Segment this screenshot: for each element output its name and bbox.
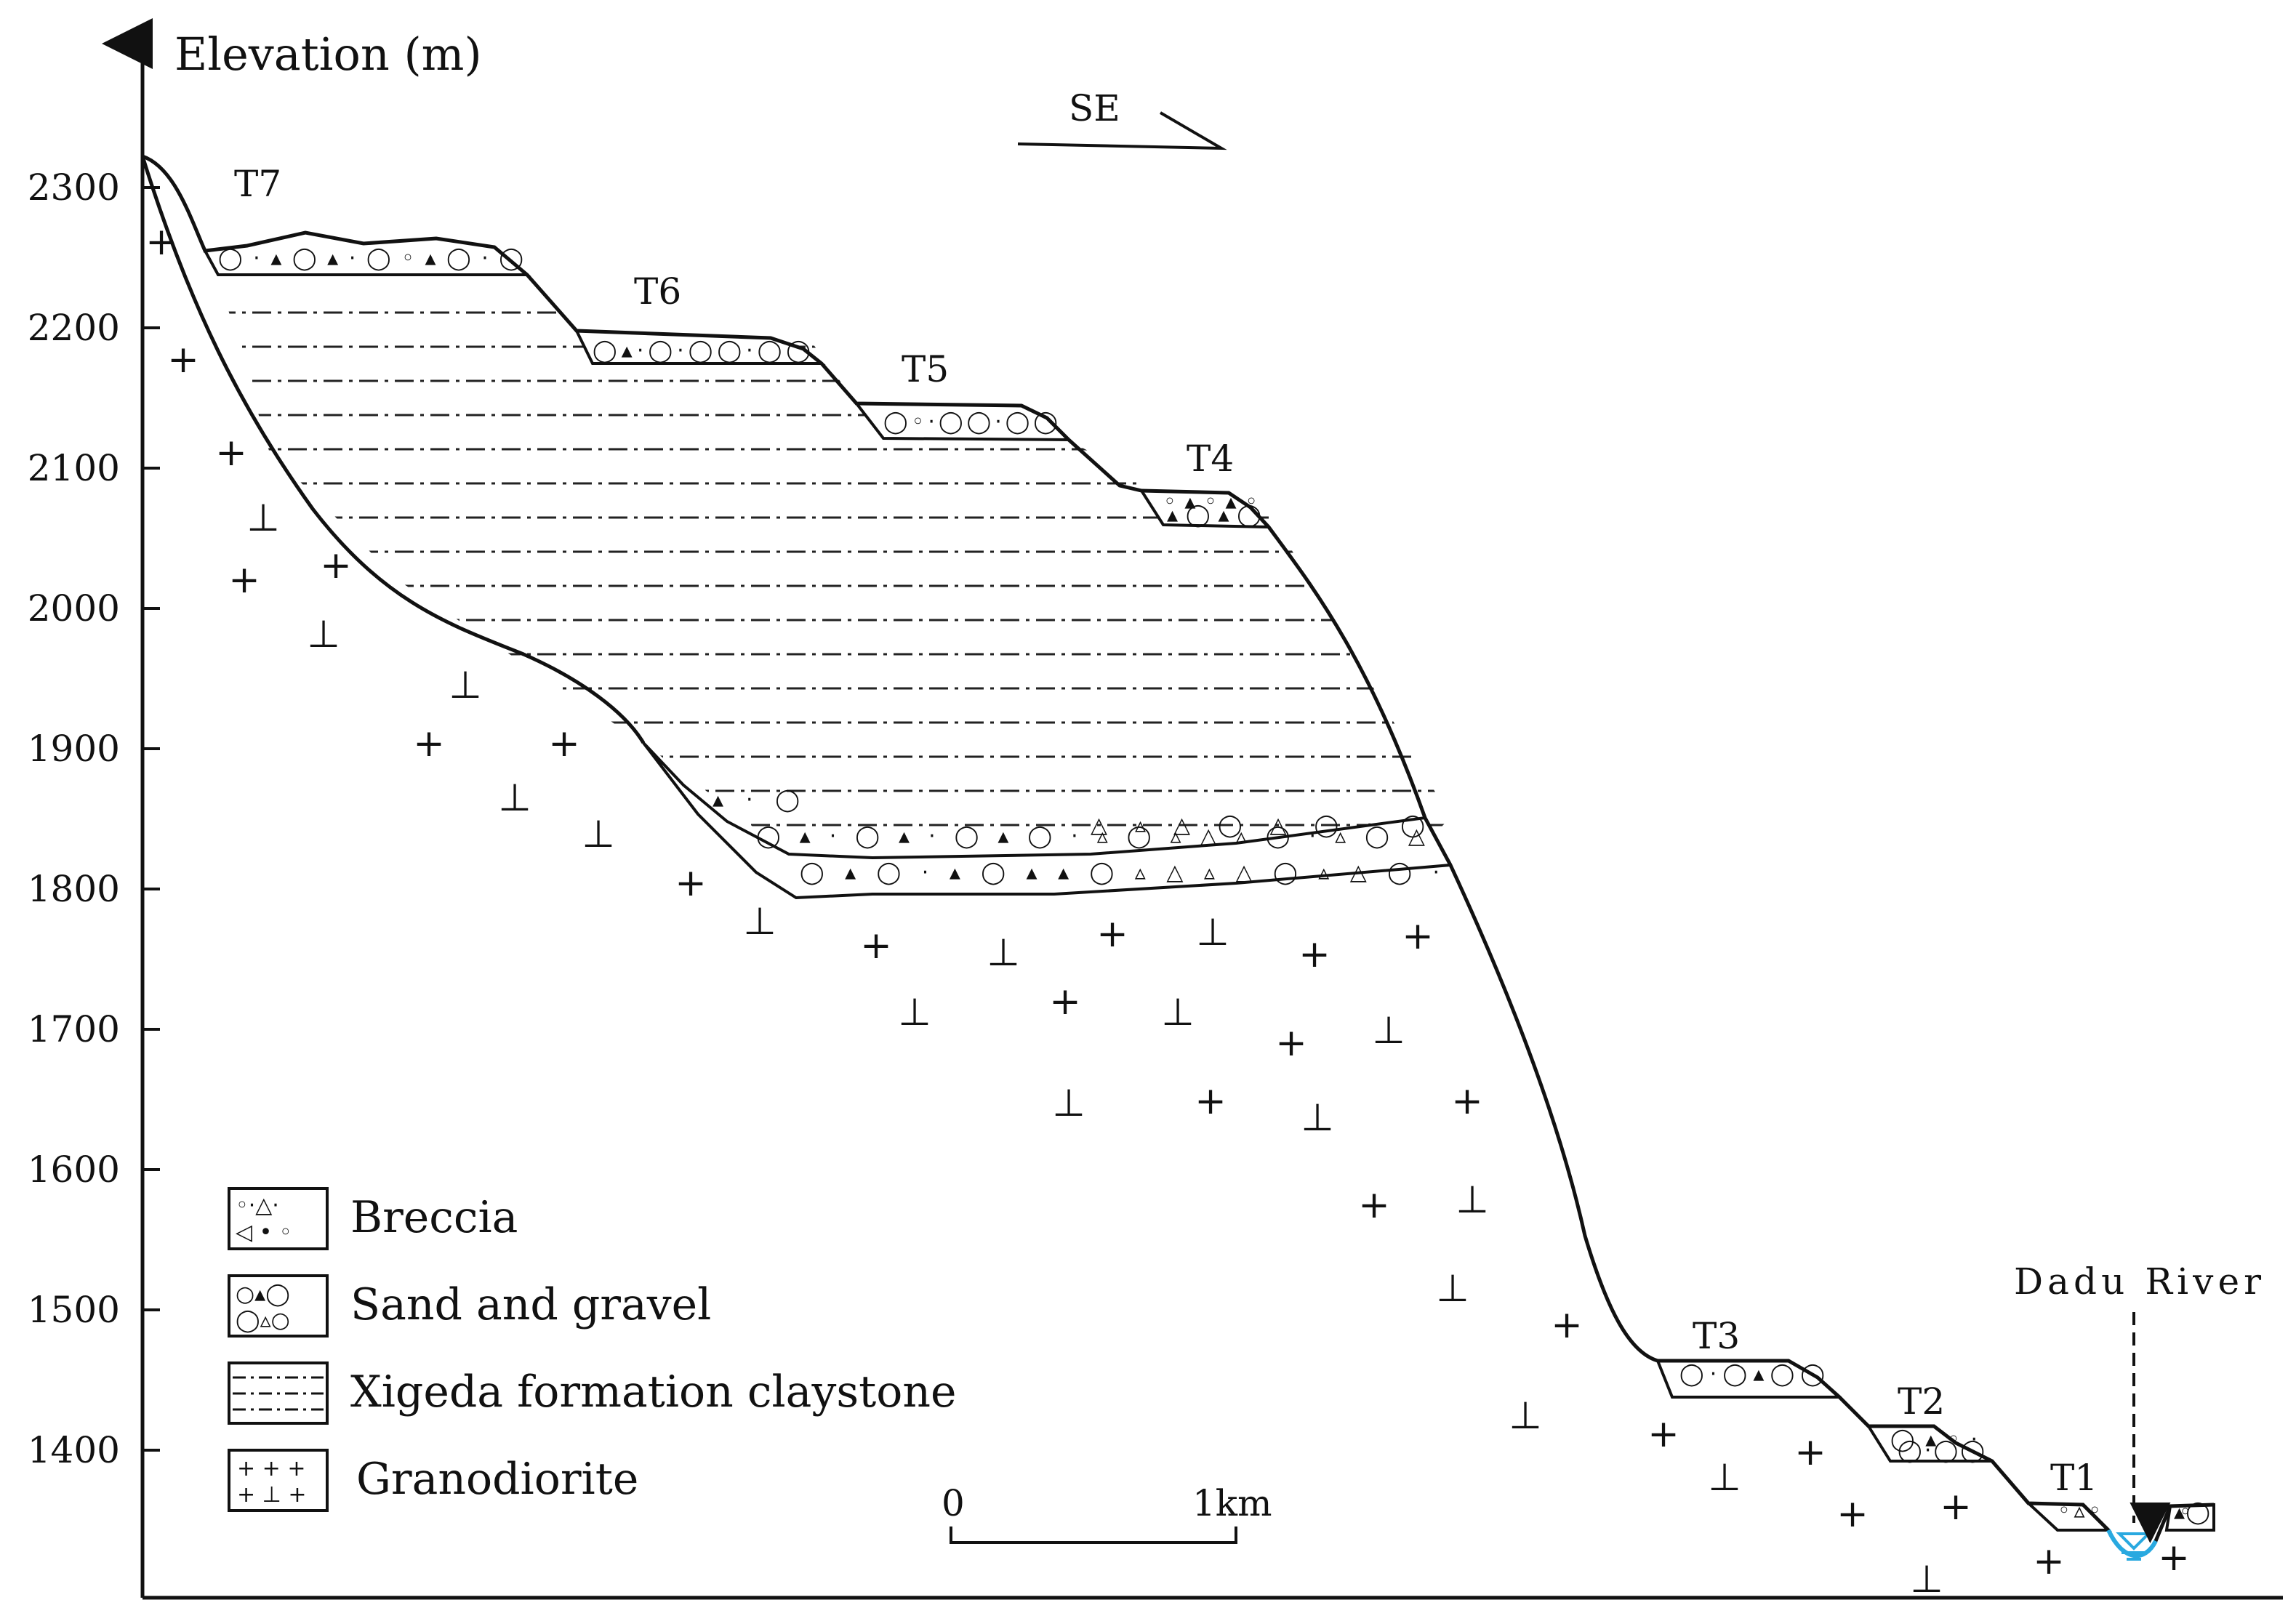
- legend-label-sand-gravel: Sand and gravel: [350, 1279, 711, 1330]
- y-tick-label: 1900: [28, 728, 120, 770]
- granodiorite-plus-symbol: +: [145, 220, 177, 264]
- granodiorite-tee-symbol: ⊥: [1708, 1456, 1741, 1500]
- claystone-lower-contact: [140, 156, 646, 744]
- granodiorite-plus-symbol: +: [1551, 1303, 1583, 1347]
- deposit-clast-symbols: ◦▵◦: [2058, 1498, 2101, 1524]
- granodiorite-plus-symbol: +: [1940, 1485, 1972, 1529]
- y-tick-label: 1800: [28, 868, 120, 910]
- river-label: Dadu River: [2014, 1260, 2261, 1303]
- granodiorite-plus-symbol: +: [548, 722, 580, 765]
- terrace-label-t3: T3: [1693, 1315, 1740, 1357]
- granodiorite-tee-symbol: ⊥: [1509, 1394, 1541, 1438]
- granodiorite-plus-symbol: +: [2158, 1536, 2190, 1580]
- legend-item-granodiorite: + + + + ⊥ + Granodiorite: [228, 1449, 638, 1512]
- granodiorite-plus-symbol: +: [1049, 980, 1081, 1023]
- water-level-icon: [2116, 1532, 2152, 1550]
- legend-label-granodiorite: Granodiorite: [356, 1454, 638, 1505]
- ground-surface-profile: [142, 154, 2215, 1558]
- legend-item-claystone: Xigeda formation claystone: [228, 1361, 957, 1425]
- granodiorite-tee-symbol: ⊥: [307, 613, 340, 656]
- breccia-swatch-symbols-2: ◁ • ◦: [236, 1220, 292, 1245]
- terrace-label-t1: T1: [2050, 1457, 2098, 1499]
- terrace-label-t2: T2: [1898, 1380, 1945, 1423]
- breccia-swatch-symbols: ◦·△·: [236, 1193, 279, 1218]
- granodiorite-tee-symbol: ⊥: [246, 496, 279, 540]
- granodiorite-plus-symbol: +: [1451, 1079, 1483, 1123]
- legend-item-sand-gravel: ○▴◯ ◯▵○ Sand and gravel: [228, 1274, 711, 1338]
- scale-bar-start-label: 0: [942, 1482, 965, 1524]
- granodiorite-tee-symbol: ⊥: [743, 900, 776, 944]
- scale-bar-end-label: 1km: [1192, 1482, 1272, 1524]
- granodiorite-plus-symbol: +: [2033, 1540, 2065, 1583]
- y-axis-label: Elevation (m): [174, 28, 482, 81]
- y-tick-label: 1400: [28, 1429, 120, 1471]
- direction-arrow-icon: [1017, 111, 1227, 150]
- y-tick-label: 2200: [28, 307, 120, 349]
- granodiorite-swatch: [228, 1449, 329, 1512]
- y-tick-label: 1600: [28, 1149, 120, 1191]
- legend-label-breccia: Breccia: [350, 1192, 518, 1243]
- granodiorite-tee-symbol: ⊥: [1052, 1082, 1085, 1125]
- granodiorite-plus-symbol: +: [1298, 933, 1330, 976]
- granodiorite-tee-symbol: ⊥: [1372, 1009, 1405, 1053]
- direction-indicator: SE: [1017, 87, 1227, 150]
- granodiorite-tee-symbol: ⊥: [1456, 1178, 1488, 1222]
- granodiorite-swatch-symbols-2: + ⊥ +: [237, 1482, 306, 1508]
- granodiorite-tee-symbol: ⊥: [898, 991, 931, 1034]
- legend: ◦·△· ◁ • ◦ Breccia ○▴◯ ◯▵○ Sand and grav…: [228, 1187, 957, 1512]
- granodiorite-plus-symbol: +: [228, 558, 260, 602]
- granodiorite-tee-symbol: ⊥: [1436, 1267, 1469, 1311]
- granodiorite-plus-symbol: +: [1096, 912, 1128, 956]
- granodiorite-plus-symbol: +: [860, 924, 892, 968]
- sand-gravel-swatch-symbols-2: ◯▵○: [236, 1308, 290, 1333]
- granodiorite-plus-symbol: +: [1647, 1412, 1679, 1456]
- granodiorite-tee-symbol: ⊥: [1161, 991, 1194, 1034]
- terrace-labels: T7 T6 T5 T4 T3 T2 T1: [234, 163, 2098, 1499]
- y-tick-label: 2300: [28, 166, 120, 209]
- granodiorite-symbols: +++⊥+ +⊥⊥+⊥+⊥+⊥+⊥⊥++⊥⊥++⊥+⊥ + ⊥ ++ ⊥⊥+⊥ +⊥++ +⊥…: [145, 220, 2190, 1601]
- granodiorite-tee-symbol: ⊥: [1301, 1096, 1333, 1140]
- terrace-label-t7: T7: [234, 163, 281, 205]
- granodiorite-tee-symbol: ⊥: [987, 931, 1019, 975]
- granodiorite-plus-symbol: +: [1794, 1431, 1826, 1474]
- legend-label-claystone: Xigeda formation claystone: [350, 1367, 957, 1417]
- dadu-river: Dadu River: [2014, 1260, 2261, 1561]
- granodiorite-plus-symbol: +: [215, 431, 247, 475]
- granodiorite-plus-symbol: +: [1402, 914, 1434, 958]
- scale-bar-line: [950, 1527, 1237, 1544]
- breccia-swatch: [228, 1187, 329, 1250]
- axes: Elevation (m) 2300 2200 2100 2000 1900 1800 17…: [28, 18, 2283, 1600]
- granodiorite-plus-symbol: +: [1837, 1492, 1868, 1536]
- sand-gravel-swatch-symbols: ○▴◯: [236, 1282, 290, 1307]
- granodiorite-plus-symbol: +: [1275, 1021, 1307, 1065]
- deposit-clast-symbols: ◯▴·◯·◯◯·◯◯: [593, 338, 811, 363]
- river-channel: [2106, 1529, 2158, 1558]
- granodiorite-plus-symbol: +: [1195, 1079, 1227, 1123]
- y-axis-ticks: 2300 2200 2100 2000 1900 1800 1700 1600 1500 1400: [28, 166, 160, 1471]
- y-tick-label: 2000: [28, 587, 120, 630]
- granodiorite-tee-symbol: ⊥: [1196, 911, 1229, 954]
- y-tick-label: 1700: [28, 1008, 120, 1050]
- sand-gravel-swatch: [228, 1274, 329, 1338]
- y-tick-label: 1500: [28, 1289, 120, 1331]
- granodiorite-tee-symbol: ⊥: [1910, 1558, 1943, 1601]
- granodiorite-plus-symbol: +: [167, 338, 199, 382]
- terrace-label-t4: T4: [1187, 438, 1234, 480]
- granodiorite-tee-symbol: ⊥: [498, 776, 531, 820]
- granodiorite-tee-symbol: ⊥: [582, 813, 614, 856]
- deposit-clast-symbols: ◯◦·◯◯·◯◯: [883, 409, 1058, 435]
- granodiorite-plus-symbol: +: [320, 544, 352, 587]
- y-tick-label: 2100: [28, 447, 120, 489]
- granodiorite-plus-symbol: +: [1358, 1183, 1390, 1227]
- direction-label: SE: [1069, 87, 1120, 129]
- granodiorite-plus-symbol: +: [413, 722, 445, 765]
- granodiorite-plus-symbol: +: [675, 861, 707, 905]
- legend-item-breccia: ◦·△· ◁ • ◦ Breccia: [228, 1187, 518, 1250]
- granodiorite-tee-symbol: ⊥: [449, 664, 481, 707]
- granodiorite-swatch-symbols: + + +: [237, 1456, 305, 1481]
- terrace-label-t6: T6: [634, 270, 681, 313]
- scale-bar: 0 1km: [942, 1482, 1272, 1544]
- terrace-label-t5: T5: [902, 348, 949, 390]
